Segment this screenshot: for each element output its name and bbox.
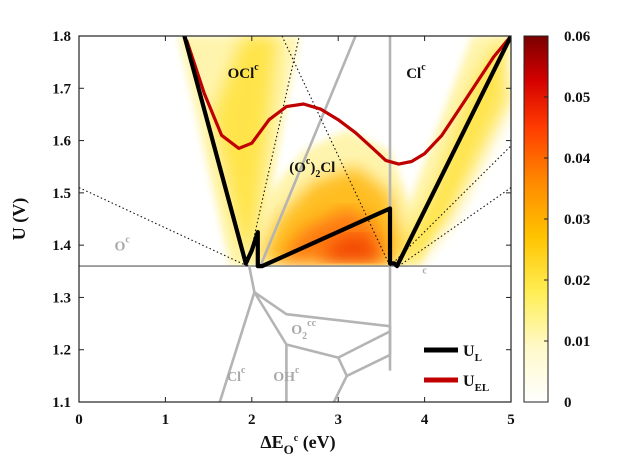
region-label-ohc: OHc [273,365,300,385]
x-tick-label-0: 0 [75,412,83,428]
dotted-line-0 [79,187,248,267]
dotted-line-4 [398,187,511,267]
series-line-uel [185,36,511,166]
x-tick-label-3: 3 [334,412,342,428]
y-tick-label-0: 1.1 [52,395,71,411]
region-boundaries [79,36,511,402]
region-boundary-7 [253,291,391,359]
legend-label-uel: UEL [463,373,489,394]
dotted-line-3 [389,145,511,267]
x-tick-label-4: 4 [421,412,429,428]
x-axis-label: ΔEOc (eV) [260,432,335,457]
x-axis-label-text: ΔEOc (eV) [260,432,335,457]
colorbar: 0 0.01 0.02 0.03 0.04 0.05 0.06 [523,29,591,411]
x-tick-label-2: 2 [248,412,256,428]
region-boundary-3 [259,36,357,267]
region-boundary-10 [332,375,348,402]
colorbar-ticks: 0 0.01 0.02 0.03 0.04 0.05 0.06 [544,29,591,411]
y-axis-ticks: 1.1 1.2 1.3 1.4 1.5 1.6 1.7 1.8 [52,29,511,411]
region-boundary-6 [253,291,391,328]
region-boundary-5 [218,291,256,402]
x-axis-ticks: 0 1 2 3 4 5 [75,36,515,428]
y-tick-label-2: 1.3 [52,290,71,306]
y-tick-label-7: 1.8 [52,29,71,45]
region-label-clc: Clc [406,62,426,82]
plot-area: OClc Clc (Oc)2Cl Oc c O2cc Clc OHc [78,35,512,403]
colorbar-tick-label-6: 0.06 [564,29,591,45]
density-peak [320,234,382,261]
colorbar-tick-label-3: 0.03 [564,212,590,228]
region-label-ocl: OClc [228,62,260,82]
region-boundary-11 [346,326,392,378]
y-axis-label: U (V) [9,198,30,241]
y-tick-label-3: 1.4 [52,238,71,254]
x-axis-label-sup: c [294,433,299,444]
region-boundary-9 [337,357,348,377]
y-tick-label-4: 1.5 [52,186,71,202]
y-tick-label-1: 1.2 [52,343,71,359]
x-tick-label-1: 1 [162,412,170,428]
colorbar-tick-label-1: 0.01 [564,334,590,350]
plot-frame [78,35,512,403]
density-heatmap [79,36,511,402]
region-label-o2cc: O2cc [291,318,316,342]
dotted-guide-lines [79,36,511,267]
y-axis-label-text: U (V) [9,198,30,241]
series-lines [182,36,511,269]
x-axis-label-sub: O [284,442,294,457]
legend: UL UEL [424,343,489,394]
density-core-left [212,36,278,261]
legend-label-ul: UL [463,343,482,364]
region-label-clc-low: Clc [227,365,246,385]
x-axis-label-unit: (eV) [298,432,335,453]
colorbar-tick-label-4: 0.04 [564,151,591,167]
region-label-oc: Oc [115,234,131,254]
y-tick-label-6: 1.7 [52,81,71,97]
y-tick-label-5: 1.6 [52,134,71,150]
dotted-line-1 [246,36,300,267]
x-tick-label-5: 5 [507,412,515,428]
colorbar-tick-label-2: 0.02 [564,273,590,289]
region-boundary-4 [247,265,256,293]
region-labels: OClc Clc (Oc)2Cl Oc c O2cc Clc OHc [115,62,428,385]
region-label-c: c [422,266,427,277]
region-label-o2cl: (Oc)2Cl [289,156,335,180]
series-line-ul [182,36,511,269]
x-axis-label-main: ΔE [260,432,283,452]
colorbar-tick-label-5: 0.05 [564,90,590,106]
colorbar-tick-label-0: 0 [564,395,572,411]
